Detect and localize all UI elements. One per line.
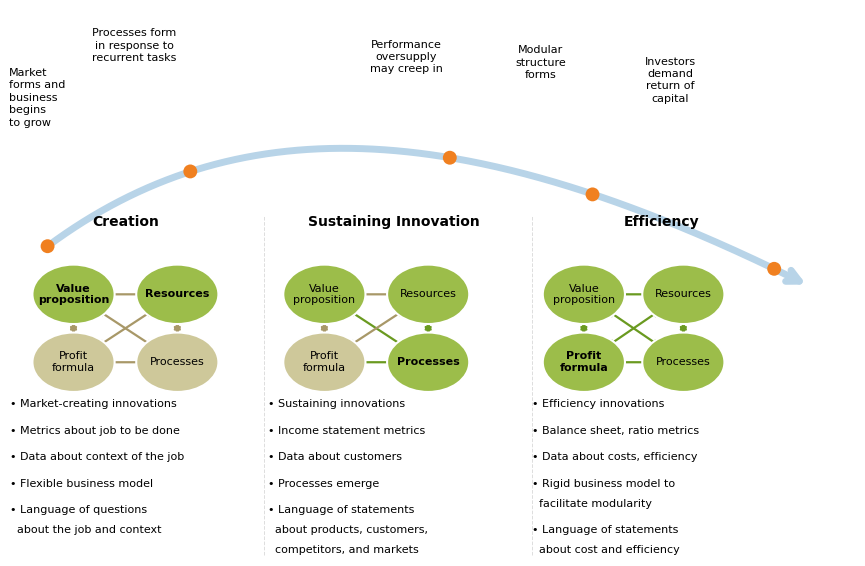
Text: • Efficiency innovations: • Efficiency innovations xyxy=(532,399,664,409)
Text: Value
proposition: Value proposition xyxy=(553,284,615,305)
Point xyxy=(586,190,599,199)
Text: • Data about customers: • Data about customers xyxy=(268,452,402,462)
Text: • Language of questions: • Language of questions xyxy=(10,505,148,516)
Text: about cost and efficiency: about cost and efficiency xyxy=(532,546,680,555)
Text: • Metrics about job to be done: • Metrics about job to be done xyxy=(10,426,180,436)
Text: competitors, and markets: competitors, and markets xyxy=(268,546,419,555)
Point xyxy=(41,242,54,251)
Text: about the job and context: about the job and context xyxy=(10,525,162,535)
Ellipse shape xyxy=(388,333,469,392)
Text: • Data about costs, efficiency: • Data about costs, efficiency xyxy=(532,452,697,462)
Ellipse shape xyxy=(137,265,218,324)
Text: Processes: Processes xyxy=(656,357,711,367)
Text: • Income statement metrics: • Income statement metrics xyxy=(268,426,426,436)
Text: Profit
formula: Profit formula xyxy=(52,351,95,373)
Text: Investors
demand
return of
capital: Investors demand return of capital xyxy=(644,57,696,104)
Ellipse shape xyxy=(388,265,469,324)
Text: Resources: Resources xyxy=(655,289,712,299)
Ellipse shape xyxy=(284,333,365,392)
Text: • Language of statements: • Language of statements xyxy=(268,505,414,516)
Text: Performance
oversupply
may creep in: Performance oversupply may creep in xyxy=(370,40,443,74)
Ellipse shape xyxy=(284,265,365,324)
Ellipse shape xyxy=(543,265,625,324)
Text: Value
proposition: Value proposition xyxy=(293,284,356,305)
Text: Processes form
in response to
recurrent tasks: Processes form in response to recurrent … xyxy=(92,28,176,63)
Text: Creation: Creation xyxy=(92,215,159,229)
Text: Modular
structure
forms: Modular structure forms xyxy=(516,45,566,80)
Text: • Balance sheet, ratio metrics: • Balance sheet, ratio metrics xyxy=(532,426,699,436)
Ellipse shape xyxy=(543,333,625,392)
Point xyxy=(767,264,781,273)
Text: Profit
formula: Profit formula xyxy=(560,351,608,373)
Text: • Processes emerge: • Processes emerge xyxy=(268,479,380,489)
Text: Sustaining Innovation: Sustaining Innovation xyxy=(308,215,479,229)
Text: • Sustaining innovations: • Sustaining innovations xyxy=(268,399,406,409)
Text: • Market-creating innovations: • Market-creating innovations xyxy=(10,399,177,409)
Ellipse shape xyxy=(33,265,115,324)
Text: • Language of statements: • Language of statements xyxy=(532,525,678,535)
Text: Processes: Processes xyxy=(150,357,205,367)
Ellipse shape xyxy=(642,265,725,324)
Text: Profit
formula: Profit formula xyxy=(303,351,346,373)
Text: Resources: Resources xyxy=(145,289,209,299)
Text: facilitate modularity: facilitate modularity xyxy=(532,499,652,509)
Text: about products, customers,: about products, customers, xyxy=(268,525,428,535)
Ellipse shape xyxy=(33,333,115,392)
Text: Processes: Processes xyxy=(397,357,459,367)
Text: • Data about context of the job: • Data about context of the job xyxy=(10,452,184,462)
Text: Resources: Resources xyxy=(400,289,457,299)
Ellipse shape xyxy=(137,333,218,392)
Text: Value
proposition: Value proposition xyxy=(38,284,109,305)
Text: • Flexible business model: • Flexible business model xyxy=(10,479,153,489)
Point xyxy=(443,153,457,162)
Ellipse shape xyxy=(642,333,725,392)
Point xyxy=(183,167,197,176)
Text: Efficiency: Efficiency xyxy=(624,215,700,229)
Text: Market
forms and
business
begins
to grow: Market forms and business begins to grow xyxy=(9,68,65,127)
Text: • Rigid business model to: • Rigid business model to xyxy=(532,479,675,489)
